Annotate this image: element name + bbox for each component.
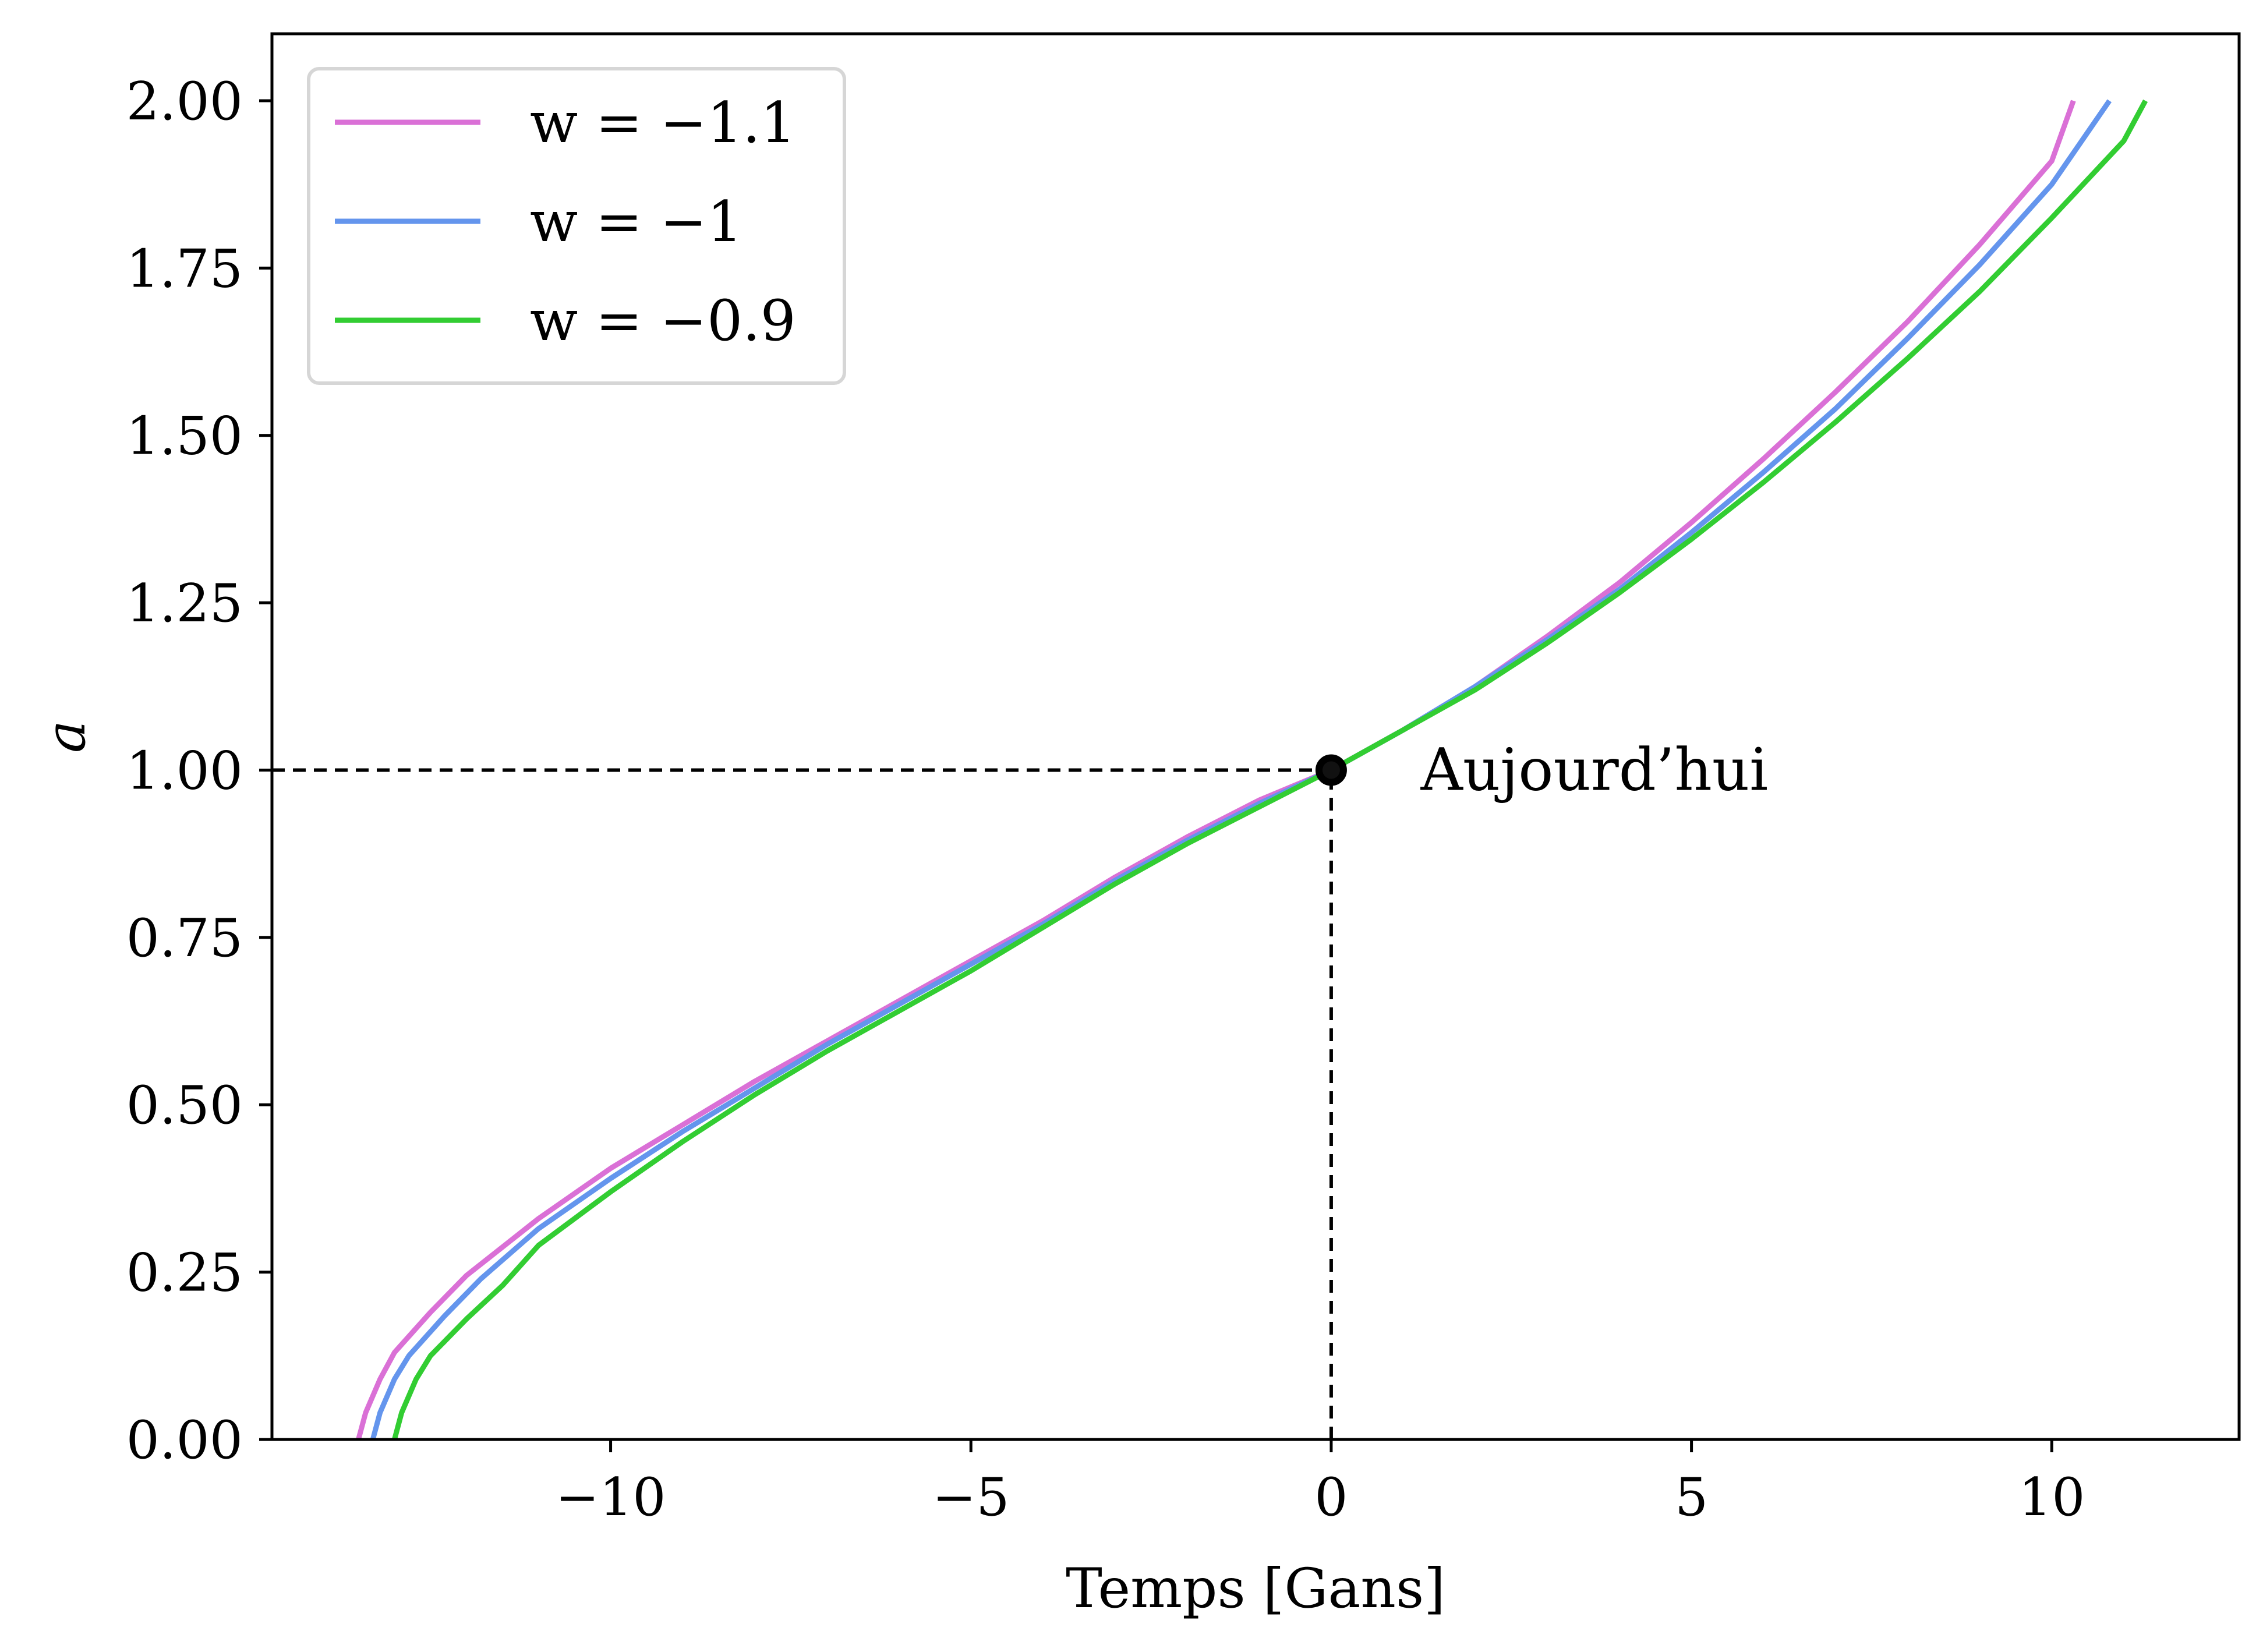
y-tick-label-2: 0.50 <box>126 1075 243 1136</box>
y-tick-label-4: 1.00 <box>126 740 243 801</box>
x-tick-label-1: −5 <box>932 1467 1010 1528</box>
y-axis-label: a <box>34 720 98 753</box>
legend-frame <box>307 67 846 385</box>
legend: w = −1.1 w = −1 w = −0.9 <box>307 67 846 385</box>
y-tick-label-5: 1.25 <box>126 573 243 634</box>
legend-label-0: w = −1.1 <box>530 90 796 155</box>
x-tick-label-2: 0 <box>1314 1467 1348 1528</box>
legend-label-2: w = −0.9 <box>530 288 796 353</box>
x-tick-label-4: 10 <box>2018 1467 2085 1528</box>
axes-layer: −10 −5 0 5 10 0.00 0.25 0.50 0.75 1.00 1.25 1.50 1.7… <box>126 32 2241 1528</box>
y-tick-label-7: 1.75 <box>126 238 243 299</box>
y-tick-label-0: 0.00 <box>126 1410 243 1471</box>
guide-layer: Aujourd’hui <box>272 735 1768 1439</box>
x-tick-label-0: −10 <box>556 1467 666 1528</box>
x-tick-label-3: 5 <box>1675 1467 1708 1528</box>
annotation-aujourdhui: Aujourd’hui <box>1420 735 1769 804</box>
today-marker-core <box>1322 761 1340 779</box>
y-tick-label-1: 0.25 <box>126 1243 243 1304</box>
series-line-1 <box>370 99 2112 1439</box>
axes-frame <box>270 32 2241 1441</box>
series-line-0 <box>356 100 2076 1439</box>
y-tick-label-6: 1.50 <box>126 406 243 467</box>
series-line-2 <box>392 99 2148 1439</box>
y-tick-label-3: 0.75 <box>126 908 243 969</box>
x-axis-label: Temps [Gans] <box>1066 1557 1445 1621</box>
series-layer <box>356 99 2148 1439</box>
y-tick-label-8: 2.00 <box>126 71 243 132</box>
legend-label-1: w = −1 <box>530 189 742 254</box>
